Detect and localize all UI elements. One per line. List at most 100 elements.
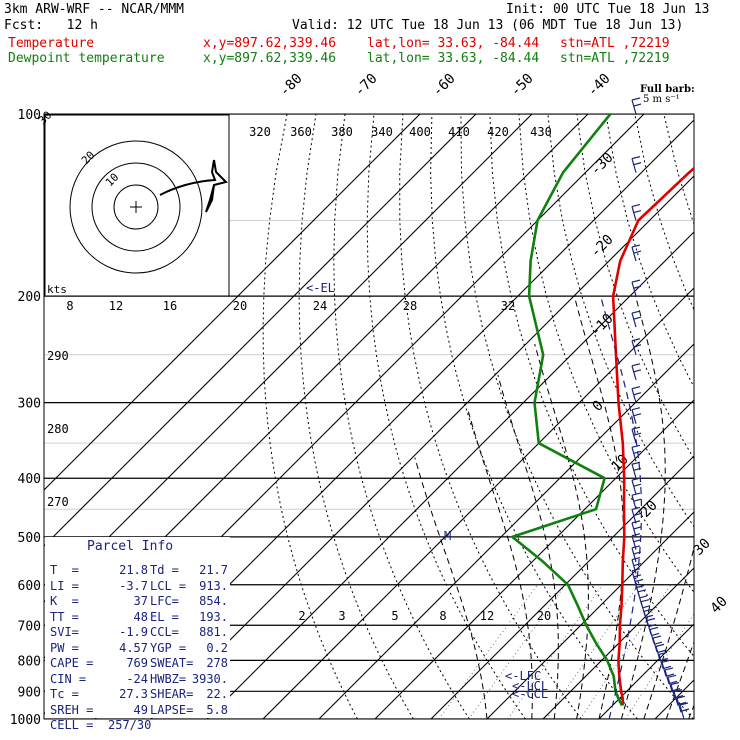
isotherm-line xyxy=(430,455,694,719)
parcel-cell: 913. xyxy=(199,578,228,593)
hodograph-ring xyxy=(69,140,203,274)
wind-barb xyxy=(658,651,669,669)
dry-adiabat xyxy=(399,114,582,719)
dry-adiabat xyxy=(663,114,694,226)
parcel-cell: LI = xyxy=(50,578,79,593)
plot-frame xyxy=(43,113,695,720)
hodograph-ring xyxy=(91,162,181,252)
barb-legend-speed: 5 m s⁻¹ xyxy=(643,94,680,105)
parcel-cell: 4.57 xyxy=(119,640,148,655)
wind-barb xyxy=(631,444,642,462)
parcel-cell: PW = xyxy=(50,640,79,655)
parcel-row: CIN = -24 HWBZ= 3930. xyxy=(50,672,230,687)
wind-barb xyxy=(676,695,687,713)
dewpoint-legend: Dewpoint temperature xyxy=(8,51,165,66)
isotherm-label: -50 xyxy=(508,71,537,100)
dry-adiabat xyxy=(518,114,694,594)
isotherm-line xyxy=(262,287,694,719)
hodograph-speed-label: 20 xyxy=(233,299,247,313)
isotherm-label: -10 xyxy=(588,311,617,340)
dry-adiabat xyxy=(692,114,694,121)
station-readout-temp: stn=ATL ,72219 xyxy=(560,36,670,51)
wind-barb xyxy=(631,557,642,574)
parcel-cell: 21.8 xyxy=(119,563,148,577)
moist-adiabat xyxy=(467,411,533,719)
parcel-cell: CIN = xyxy=(50,671,87,686)
parcel-cell: 49 xyxy=(133,702,148,717)
latlon-readout-temp: lat,lon= 33.63, -84.44 xyxy=(367,36,540,51)
xy-readout-temp: x,y=897.62,339.46 xyxy=(203,36,337,51)
moist-adiabat xyxy=(414,457,488,719)
mixing-ratio-label: 5 xyxy=(391,609,398,623)
moist-adiabat xyxy=(573,295,625,719)
temperature-legend: Temperature xyxy=(8,36,95,51)
isotherm-label: 40 xyxy=(708,594,731,617)
parcel-cell: 854. xyxy=(199,594,228,608)
parcel-row: PW = 4.57 YGP = 0.2 xyxy=(50,641,230,656)
dry-adiabat xyxy=(298,114,414,719)
parcel-cell: EL = xyxy=(150,609,179,624)
wind-barb xyxy=(631,156,642,173)
parcel-cell: -24 xyxy=(126,671,148,686)
isotherm-label: -30 xyxy=(588,150,617,179)
hodograph-speed-label: 32 xyxy=(501,299,515,313)
model-title: 3km ARW-WRF -- NCAR/MMM xyxy=(4,2,185,17)
moist-adiabat xyxy=(665,640,694,719)
parcel-row: Tc = 27.3 SHEAR= 22. xyxy=(50,687,230,702)
parcel-cell: 257/30 xyxy=(108,718,152,732)
parcel-cell: LAPSE= xyxy=(150,702,194,717)
wind-barb xyxy=(637,589,648,606)
isotherm-line xyxy=(318,343,694,719)
wind-barb xyxy=(670,681,681,699)
wind-barb xyxy=(661,659,672,677)
wind-barb xyxy=(631,203,642,221)
parcel-cell: 769 xyxy=(126,656,148,670)
isotherm-label: -20 xyxy=(588,232,617,261)
wind-barb xyxy=(631,279,642,297)
parcel-cell: SREH = xyxy=(50,702,94,717)
parcel-cell: -3.7 xyxy=(119,578,148,593)
hodograph-speed-label: 24 xyxy=(313,299,327,313)
parcel-cell: 881. xyxy=(199,625,228,639)
pressure-tick-label: 800 xyxy=(18,654,41,669)
dry-adiabat xyxy=(333,114,470,719)
moist-adiabat xyxy=(688,703,694,719)
wind-barb xyxy=(631,492,642,510)
hodograph-ring xyxy=(113,184,159,230)
temperature-profile xyxy=(611,166,694,706)
wind-barb xyxy=(646,617,657,635)
pressure-tick-label: 300 xyxy=(18,397,41,412)
lfc-marker: <-LFC xyxy=(505,669,541,683)
parcel-row: LI = -3.7 LCL = 913. xyxy=(50,579,230,594)
wind-barb xyxy=(664,667,675,685)
parcel-cell: LFC= xyxy=(150,594,179,608)
wind-barb xyxy=(631,363,642,380)
parcel-cell: 48 xyxy=(133,609,148,624)
mixing-ratio-line xyxy=(545,584,639,719)
mixing-ratio-label: 3 xyxy=(338,609,345,623)
wind-barb xyxy=(631,477,642,495)
wind-barb xyxy=(631,386,642,403)
dry-adiabat xyxy=(366,114,526,719)
wind-barb xyxy=(631,461,642,479)
wind-barb xyxy=(631,407,642,424)
dry-adiabat xyxy=(430,114,638,719)
isotherm-line xyxy=(486,511,694,719)
isotherm-line xyxy=(44,114,533,603)
theta-label: 380 xyxy=(331,125,353,139)
hodograph-speed-label: 8 xyxy=(66,299,73,313)
parcel-cell: CCL= xyxy=(150,625,179,639)
isotherm-label: -60 xyxy=(430,71,459,100)
hodograph-box xyxy=(44,114,230,297)
theta-left-label: 290 xyxy=(47,349,69,363)
mixing-ratio-line xyxy=(438,584,538,719)
wind-barb xyxy=(634,578,645,596)
wind-barb xyxy=(667,674,678,692)
el-marker: <-EL xyxy=(306,281,335,295)
parcel-cell: 27.3 xyxy=(119,687,148,701)
dry-adiabat xyxy=(262,114,358,719)
hodograph-trace xyxy=(159,159,228,213)
dry-adiabat xyxy=(489,114,694,658)
parcel-info-title: Parcel Info xyxy=(87,539,174,554)
